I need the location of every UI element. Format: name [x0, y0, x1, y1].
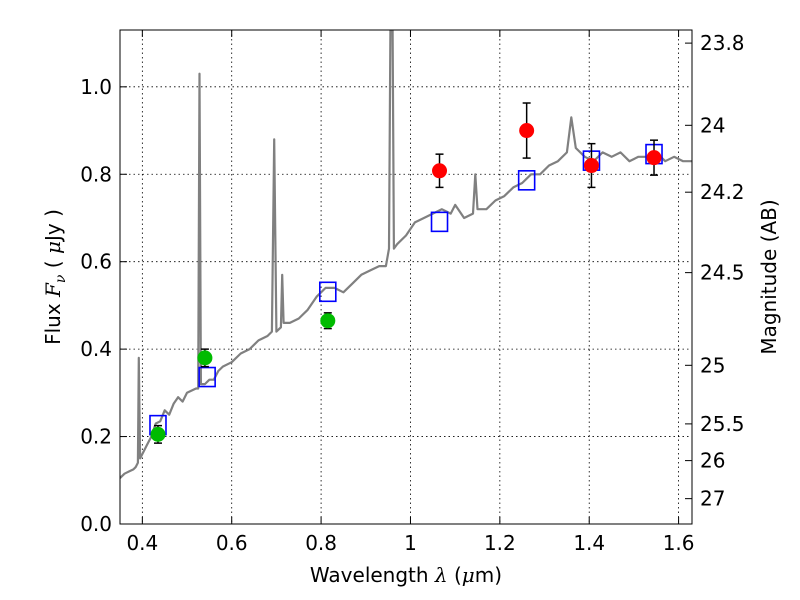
x-tick-label: 1.2 — [484, 531, 516, 555]
spectrum-line — [120, 30, 692, 479]
y-tick-label: 0.4 — [80, 337, 112, 361]
model-square-point — [517, 170, 536, 191]
data-point — [150, 426, 166, 442]
y-axis-label-right: Magnitude (AB) — [757, 199, 781, 354]
y-tick-label: 0.0 — [80, 512, 112, 536]
model-square-point — [318, 281, 337, 303]
y-tick-label: 0.2 — [80, 425, 112, 449]
x-tick-label: 1.6 — [663, 531, 695, 555]
x-axis-label: Wavelength λ (μm) — [310, 563, 502, 587]
data-point — [320, 313, 336, 329]
y-tick-label-right: 24 — [700, 113, 725, 137]
y-tick-label: 0.6 — [80, 250, 112, 274]
data-point — [197, 350, 213, 366]
x-tick-label: 0.6 — [216, 531, 248, 555]
y-tick-label-right: 24.5 — [700, 261, 745, 285]
data-point — [432, 163, 448, 179]
y-tick-label-right: 25 — [700, 353, 725, 377]
model-square-point — [198, 366, 216, 388]
y-tick-label-right: 27 — [700, 487, 725, 511]
y-tick-label-right: 23.8 — [700, 31, 745, 55]
grid — [120, 30, 692, 525]
plot-area — [120, 30, 692, 479]
y-tick-label: 1.0 — [80, 75, 112, 99]
data-point — [583, 158, 599, 174]
plot-frame — [119, 29, 693, 525]
x-tick-label: 1.4 — [573, 531, 605, 555]
y-tick-label-right: 24.2 — [700, 180, 745, 204]
y-tick-label: 0.8 — [80, 162, 112, 186]
y-tick-label-right: 26 — [700, 449, 725, 473]
x-tick-label: 0.4 — [126, 531, 158, 555]
x-tick-label: 1 — [404, 531, 417, 555]
ticks: 0.4 0.6 0.8 1 1.2 1.4 1.6 0.0 0.2 0.4 0.6 0.8 1.0 23.… — [80, 30, 745, 555]
x-tick-label: 0.8 — [305, 531, 337, 555]
y-tick-label-right: 25.5 — [700, 412, 745, 436]
data-point — [646, 150, 662, 166]
model-square-point — [430, 211, 449, 233]
data-point — [519, 123, 535, 139]
y-axis-label: Flux Fν ( μJy ) — [41, 209, 69, 345]
